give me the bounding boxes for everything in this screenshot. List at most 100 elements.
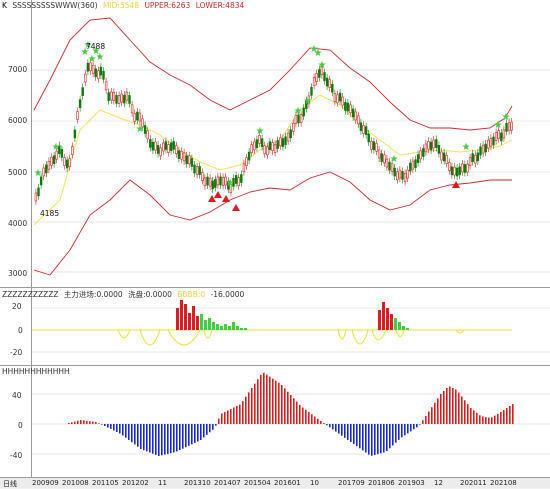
histogram-bar: [362, 424, 364, 451]
histogram-bar: [263, 372, 265, 424]
candle-body: [351, 108, 355, 118]
oscillator-green-bar: [244, 328, 247, 330]
candle-body: [172, 141, 175, 150]
histogram-bar: [365, 424, 367, 453]
histogram-bar: [218, 418, 220, 424]
candle-body: [221, 177, 225, 186]
histogram-bar: [464, 400, 466, 424]
candle-body: [286, 132, 290, 142]
histogram-bar: [104, 424, 106, 426]
candle-body: [273, 144, 277, 153]
candle-body: [242, 163, 246, 173]
candle-body: [112, 92, 116, 101]
candle-body: [390, 163, 394, 172]
histogram-bar: [332, 424, 334, 430]
candle-body: [159, 147, 162, 157]
candle-body: [232, 178, 235, 187]
histogram-bar: [338, 424, 340, 434]
candle-body: [81, 87, 84, 96]
candle-body: [445, 155, 448, 164]
histogram-bar: [158, 424, 160, 456]
candle-body: [271, 142, 274, 152]
candle-body: [323, 72, 326, 81]
candle-body: [185, 155, 188, 165]
candle-body: [302, 107, 305, 117]
histogram-panel[interactable]: HHHHHHHHHHHH 40 0 -40: [0, 366, 550, 478]
histogram-bar: [422, 420, 424, 424]
oscillator-red-bar: [382, 302, 385, 330]
histogram-bar: [224, 412, 226, 424]
candle-body: [279, 137, 282, 147]
x-tick-label: 202011: [460, 479, 487, 487]
histogram-bar: [212, 424, 214, 430]
histogram-bar: [71, 422, 73, 424]
histogram-bar: [377, 424, 379, 455]
candle-body: [89, 62, 92, 72]
histogram-bar: [299, 404, 301, 424]
x-tick-label: 11: [158, 479, 167, 487]
oscillator-green-bar: [406, 328, 409, 330]
histogram-bar: [191, 424, 193, 445]
histogram-bar: [434, 402, 436, 424]
candle-body: [479, 146, 482, 156]
oscillator-red-bar: [184, 304, 187, 330]
histogram-bar: [320, 421, 322, 424]
buy-signal-star: ★: [462, 142, 471, 153]
candle-body: [497, 130, 500, 139]
histogram-bar: [101, 424, 103, 425]
histogram-bar: [311, 414, 313, 424]
histogram-bar: [488, 417, 490, 424]
candle-body: [414, 159, 417, 169]
histogram-bar: [161, 424, 163, 456]
candle-body: [120, 93, 123, 103]
histogram-bar: [140, 424, 142, 449]
candle-body: [138, 112, 142, 122]
histogram-bar: [242, 401, 244, 424]
histogram-bar: [68, 423, 70, 424]
buy-signal-star: ★: [304, 96, 313, 107]
histogram-bar: [260, 374, 262, 424]
buy-signal-star: ★: [34, 168, 43, 179]
oscillator-green-bar: [204, 320, 207, 330]
candle-body: [307, 95, 311, 105]
candle-body: [375, 143, 378, 152]
histogram-bar: [494, 415, 496, 424]
histogram-bar: [500, 412, 502, 424]
histogram-bar: [470, 408, 472, 424]
high-price-tag: 7488: [86, 42, 106, 51]
candle-body: [193, 164, 196, 174]
candle-body: [354, 111, 357, 121]
histogram-bar: [416, 424, 418, 428]
oscillator-line: [117, 329, 465, 346]
candle-body: [45, 164, 48, 174]
histogram-bar: [293, 398, 295, 424]
candle-body: [294, 115, 298, 124]
candle-body: [47, 160, 51, 170]
candle-body: [188, 155, 191, 165]
candle-body: [266, 146, 269, 156]
y-label: -40: [10, 451, 23, 460]
candle-body: [403, 173, 407, 182]
oscillator-panel[interactable]: ZZZZZZZZZZZ 主力进场:0.0000 洗盘:0.0000 BBBB:0…: [0, 288, 550, 366]
indicator-title: SSSSSSSSSWWW(360): [12, 1, 98, 10]
candle-body: [102, 71, 105, 80]
histogram-bar: [461, 396, 463, 424]
histogram-bar: [74, 421, 76, 424]
price-chart-panel[interactable]: ★ ★ ★ ★ ★ ★ ★ ★ ★ ★ ★ ★ ★ ★ ★ ★ ★ ★ ★ K SSSSSSSSSWWW(360) …: [0, 0, 550, 288]
candle-body: [344, 102, 347, 111]
y-label: 7000: [8, 65, 28, 74]
candle-body: [458, 166, 461, 176]
candle-body: [385, 158, 389, 168]
histogram-bar: [281, 385, 283, 424]
osc-value: -16.0000: [210, 290, 245, 299]
candle-body: [328, 79, 331, 88]
oscillator-green-bar: [200, 314, 203, 330]
histogram-bar: [443, 391, 445, 424]
candle-body: [315, 73, 318, 82]
candle-body: [416, 154, 420, 163]
histogram-bar: [395, 424, 397, 443]
histogram-bar: [248, 392, 250, 424]
x-tick-label: 201903: [398, 479, 425, 487]
oscillator-green-bar: [236, 326, 239, 330]
oscillator-green-bar: [208, 318, 211, 330]
